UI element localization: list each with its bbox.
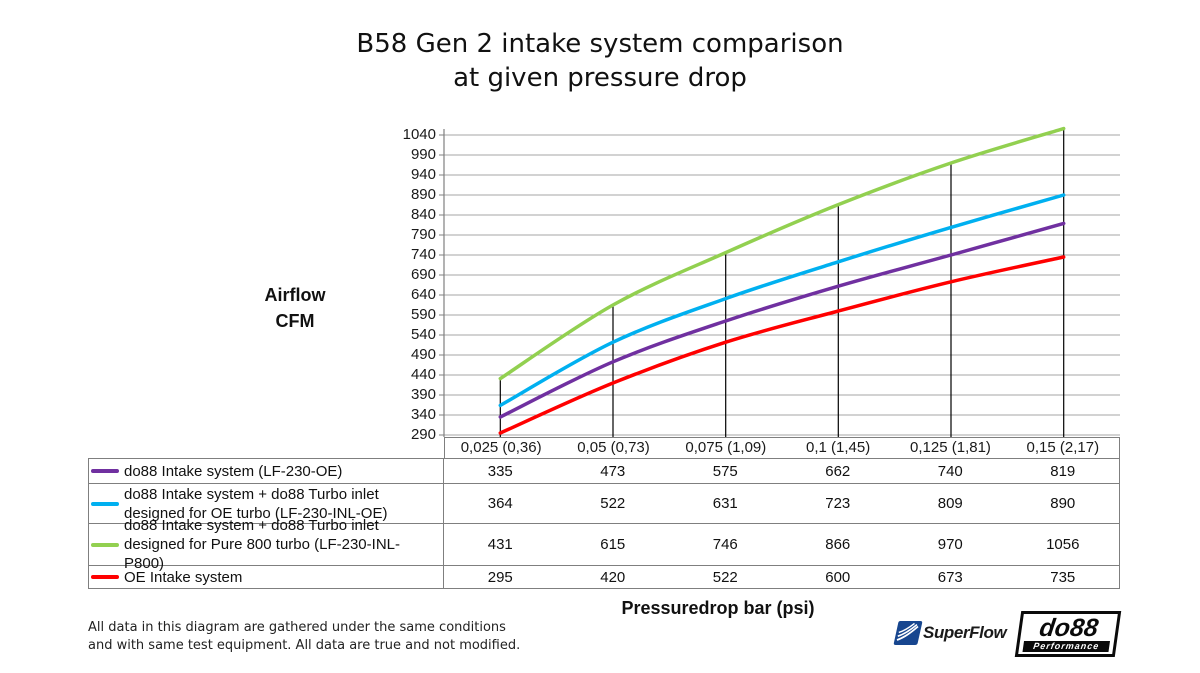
y-tick-label-590: 590 [410, 306, 436, 323]
series-curve-1 [498, 193, 1066, 408]
series-name-3: OE Intake system [124, 568, 243, 586]
value-cell-0-3: 662 [825, 462, 851, 480]
value-cells-0: 335 473 575 662 740 819 [444, 459, 1120, 483]
value-cell-3-5: 735 [1050, 568, 1076, 586]
y-axis-title-line2: CFM [275, 311, 315, 331]
value-cell-2-2: 746 [712, 536, 738, 553]
superflow-logo-text: SuperFlow [923, 623, 1007, 642]
footer-note-line2: and with same test equipment. All data a… [88, 638, 521, 653]
page-title: B58 Gen 2 intake system comparison at gi… [0, 27, 1200, 95]
value-cell-3-0: 295 [487, 568, 513, 586]
value-cell-1-0: 364 [487, 495, 513, 512]
series-curve-0 [498, 221, 1066, 419]
y-tick-label-440: 440 [410, 366, 436, 383]
do88-logo-text: do88 [1037, 614, 1100, 642]
superflow-logo: SuperFlow [893, 620, 1008, 656]
table-row-1: do88 Intake system + do88 Turbo inlet de… [88, 484, 1120, 524]
y-tick-label-1040: 1040 [402, 126, 436, 143]
y-tick-label-740: 740 [410, 246, 436, 263]
y-tick-label-540: 540 [410, 326, 436, 343]
x-category-label-4: 0,125 (1,81) [910, 439, 991, 456]
value-cell-1-3: 723 [825, 495, 851, 512]
series-name-1: do88 Intake system + do88 Turbo inlet de… [124, 485, 388, 522]
y-tick-label-390: 390 [410, 386, 436, 403]
legend-cell-1: do88 Intake system + do88 Turbo inlet de… [88, 484, 444, 523]
table-row-3: OE Intake system 295 420 522 600 673 735 [88, 566, 1120, 589]
value-cells-2: 431 615 746 866 970 1056 [444, 524, 1120, 565]
do88-logo: do88 Performance [1014, 611, 1122, 657]
y-tick-label-490: 490 [410, 346, 436, 363]
value-cell-1-4: 809 [937, 495, 963, 512]
series-curve-2 [498, 126, 1066, 381]
superflow-icon [893, 621, 923, 645]
y-tick-label-840: 840 [410, 206, 436, 223]
value-cell-0-5: 819 [1050, 462, 1076, 480]
x-category-label-2: 0,075 (1,09) [685, 439, 767, 456]
series-name-2: do88 Intake system + do88 Turbo inlet de… [124, 517, 400, 572]
legend-swatch-2 [91, 542, 119, 547]
value-cell-1-1: 522 [600, 495, 626, 512]
page-title-line2: at given pressure drop [453, 63, 747, 93]
y-tick-label-990: 990 [410, 146, 436, 163]
x-category-label-3: 0,1 (1,45) [806, 439, 871, 456]
table-row-2: do88 Intake system + do88 Turbo inlet de… [88, 517, 1120, 572]
y-tick-label-940: 940 [410, 166, 436, 183]
value-cell-2-1: 615 [600, 536, 626, 553]
page-title-line1: B58 Gen 2 intake system comparison [356, 29, 844, 59]
do88-logo-tagline: Performance [1022, 641, 1111, 652]
data-table: do88 Intake system (LF-230-OE) 335 473 575 6… [88, 458, 1120, 589]
legend-cell-3: OE Intake system [88, 566, 444, 588]
x-category-label-0: 0,025 (0,36) [460, 439, 542, 456]
value-cell-0-4: 740 [937, 462, 963, 480]
series-curve-3 [498, 255, 1066, 435]
legend-cell-2: do88 Intake system + do88 Turbo inlet de… [88, 517, 444, 572]
value-cell-1-2: 631 [712, 495, 738, 512]
value-cell-0-2: 575 [712, 462, 738, 480]
legend-cell-0: do88 Intake system (LF-230-OE) [88, 459, 444, 483]
footer-note-line1: All data in this diagram are gathered un… [88, 620, 506, 635]
series-name-0: do88 Intake system (LF-230-OE) [124, 462, 343, 480]
value-cell-1-5: 890 [1050, 495, 1076, 512]
value-cell-3-4: 673 [937, 568, 963, 586]
value-cell-3-1: 420 [600, 568, 626, 586]
value-cell-2-5: 1056 [1046, 536, 1080, 553]
y-tick-label-790: 790 [410, 226, 436, 243]
value-cell-2-3: 866 [825, 536, 851, 553]
value-cell-0-0: 335 [487, 462, 513, 480]
x-category-label-5: 0,15 (2,17) [1026, 439, 1100, 456]
superflow-logo-bar [922, 647, 1001, 652]
y-tick-label-290: 290 [410, 426, 436, 443]
value-cells-1: 364 522 631 723 809 890 [444, 484, 1120, 523]
footer-note: All data in this diagram are gathered un… [88, 619, 520, 655]
legend-swatch-0 [91, 469, 119, 473]
value-cell-2-0: 431 [487, 536, 513, 553]
x-axis-category-header-row: 0,025 (0,36) 0,05 (0,73) 0,075 (1,09) 0,1 (… [444, 437, 1120, 459]
value-cell-3-3: 600 [825, 568, 851, 586]
x-category-label-1: 0,05 (0,73) [577, 439, 650, 456]
y-tick-label-890: 890 [410, 186, 436, 203]
value-cell-0-1: 473 [600, 462, 626, 480]
y-axis-title: Airflow CFM [238, 282, 352, 334]
y-axis-title-line1: Airflow [264, 285, 326, 305]
table-row-0: do88 Intake system (LF-230-OE) 335 473 575 6… [88, 459, 1120, 484]
y-tick-label-340: 340 [410, 406, 436, 423]
value-cell-3-2: 522 [712, 568, 738, 586]
y-tick-label-690: 690 [410, 266, 436, 283]
value-cells-3: 295 420 522 600 673 735 [444, 566, 1120, 588]
airflow-line-chart [439, 126, 1120, 437]
x-axis-title: Pressuredrop bar (psi) [621, 598, 815, 618]
legend-swatch-1 [91, 501, 119, 506]
legend-swatch-3 [91, 575, 119, 579]
value-cell-2-4: 970 [937, 536, 963, 553]
y-tick-label-640: 640 [410, 286, 436, 303]
